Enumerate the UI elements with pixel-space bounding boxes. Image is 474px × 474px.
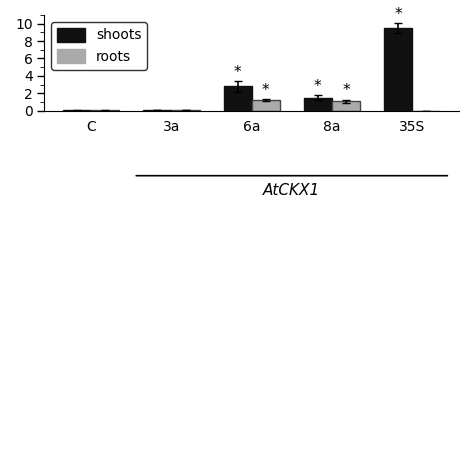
Text: *: * [262, 83, 270, 98]
Bar [252, 100, 280, 110]
Text: *: * [234, 65, 241, 80]
Bar [384, 28, 412, 110]
Bar [332, 101, 360, 110]
Text: *: * [394, 7, 402, 22]
Legend: shoots, roots: shoots, roots [51, 22, 147, 70]
Text: AtCKX1: AtCKX1 [263, 182, 320, 198]
Bar [304, 98, 332, 110]
Text: *: * [342, 83, 350, 98]
Text: *: * [314, 79, 322, 94]
Bar [224, 86, 252, 110]
